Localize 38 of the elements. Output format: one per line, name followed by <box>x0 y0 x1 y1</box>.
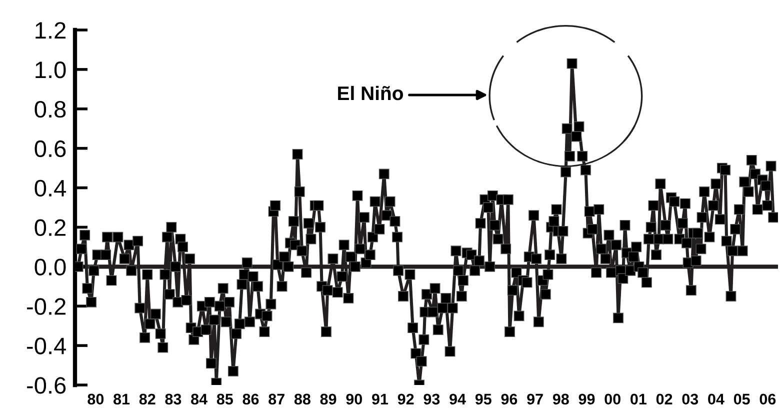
x-tick-label: 81 <box>114 394 130 405</box>
x-tick-label: 95 <box>475 394 492 405</box>
y-tick-label: 0.4 <box>34 180 66 197</box>
x-tick-label: 06 <box>760 394 776 405</box>
y-tick-label: 0.0 <box>34 258 66 276</box>
x-tick-label: 97 <box>527 394 543 405</box>
x-tick-label: 03 <box>682 394 698 405</box>
annotation: El Niño <box>338 86 403 100</box>
x-tick-label: 01 <box>630 394 647 405</box>
x-tick-label: 02 <box>656 394 672 405</box>
x-tick-label: 88 <box>294 394 310 405</box>
y-tick-label: -0.2 <box>27 298 66 315</box>
x-tick-label: 04 <box>708 394 724 405</box>
y-tick-label: 0.2 <box>34 219 66 236</box>
x-tick-label: 93 <box>424 394 440 405</box>
y-tick-label: 0.8 <box>34 100 66 118</box>
x-tick-label: 80 <box>88 394 104 405</box>
x-tick-label: 94 <box>450 394 466 405</box>
x-tick-label: 90 <box>346 394 362 405</box>
x-tick-label: 96 <box>501 394 518 405</box>
x-tick-label: 83 <box>165 394 182 405</box>
x-tick-label: 89 <box>320 394 336 405</box>
x-tick-label: 05 <box>734 394 750 405</box>
y-tick-label: 1.0 <box>36 62 66 78</box>
x-tick-label: 91 <box>372 394 388 405</box>
y-tick-label: -0.4 <box>27 338 66 354</box>
x-tick-label: 98 <box>552 394 569 405</box>
x-tick-label: 85 <box>216 394 233 405</box>
x-tick-label: 92 <box>398 394 414 405</box>
x-tick-label: 00 <box>604 394 620 405</box>
x-tick-label: 87 <box>268 394 284 405</box>
x-tick-label: 86 <box>242 394 259 405</box>
y-tick-label: 1.2 <box>36 22 66 39</box>
y-tick-label: -0.6 <box>27 377 66 394</box>
x-tick-label: 82 <box>139 394 156 405</box>
y-tick-label: 0.6 <box>34 140 66 158</box>
x-tick-label: 99 <box>578 394 595 405</box>
x-tick-label: 84 <box>191 394 208 405</box>
